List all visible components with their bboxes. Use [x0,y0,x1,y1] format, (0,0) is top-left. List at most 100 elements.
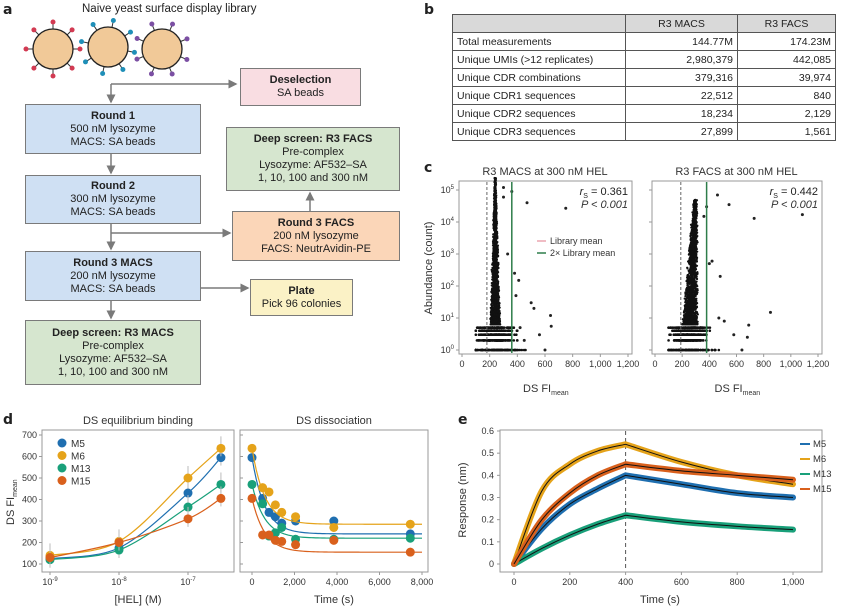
data-point [494,234,497,238]
scatter-points [474,176,568,352]
x-tick-label: 400 [702,359,717,369]
data-point [676,333,679,337]
data-point [490,295,493,298]
data-point [488,348,491,352]
data-point [516,329,519,333]
cell-body [141,28,183,70]
table-row: Unique CDR3 sequences 27,899 1,561 [452,122,836,141]
table-cell: 27,899 [625,122,738,141]
data-point [495,279,498,282]
box-title: Deselection [269,74,332,86]
box-round3-macs: Round 3 MACS 200 nM lysozyme MACS: SA bead… [25,251,201,301]
tick-exp: 4 [451,217,455,223]
label-main: DS FI [715,383,743,395]
data-point [492,292,496,295]
data-point [493,326,496,329]
data-point [702,339,705,342]
data-point [495,233,499,236]
data-point [494,323,497,326]
box-line: 200 nM lysozyme [273,229,359,242]
data-point [674,326,678,329]
displayed-antibody [50,19,56,25]
cell-body [87,26,129,68]
table-header: R3 MACS [625,14,738,33]
data-point [494,196,497,199]
displayed-antibody [184,57,190,63]
sequencing-summary-table: R3 MACS R3 FACS Total measurements 144.77… [452,14,836,141]
data-point [495,313,498,316]
data-point [682,326,686,329]
data-point [486,329,489,333]
data-point [493,186,497,190]
data-point [482,333,485,337]
data-point [681,333,685,337]
box-title: Deep screen: R3 MACS [52,326,174,339]
data-point [502,348,506,352]
data-point [489,329,493,333]
data-point [522,348,526,352]
data-point [699,348,703,352]
data-point [496,249,499,252]
spearman-r: rS = 0.361 [580,186,628,200]
data-point [502,333,505,337]
data-point [514,294,518,298]
box-round1: Round 1 500 nM lysozyme MACS: SA beads [25,104,201,154]
yeast-cell-icon [23,19,83,79]
data-point [672,348,675,352]
data-point [498,329,501,333]
data-point [494,178,497,181]
box-line: 500 nM lysozyme [70,122,156,135]
data-point [483,326,487,329]
tick-exp: 5 [451,185,455,191]
data-point [717,348,721,352]
data-point [494,249,497,252]
data-point [675,339,678,342]
data-point [494,304,497,307]
displayed-antibody [120,67,126,73]
data-point [481,348,485,352]
data-point [494,300,497,304]
data-point [494,210,497,213]
data-point [532,306,536,310]
data-point [476,348,480,352]
tick-base: 10 [441,249,451,259]
data-point [494,212,497,215]
y-tick-label: 103 [441,249,455,259]
data-point [488,326,492,329]
x-tick-label: 600 [729,359,744,369]
data-point [474,333,478,337]
data-point [687,275,690,278]
data-point [491,284,494,287]
data-point [492,223,495,226]
data-point [515,333,518,337]
panel-label-d: d [3,412,14,428]
y-tick-label: 102 [441,281,455,291]
data-point [494,198,497,201]
data-point [513,271,517,275]
data-point [497,323,500,326]
data-point [513,333,516,337]
data-point [703,329,706,333]
x-tick-label: 1,200 [807,359,830,369]
data-point [478,326,481,329]
data-point [479,333,483,337]
tick-exp: 1 [451,313,455,319]
data-point [514,348,517,352]
displayed-antibody [69,65,75,71]
data-point [491,266,494,269]
data-point [478,329,481,333]
displayed-antibody [169,71,175,77]
box-line: 1, 10, 100 and 300 nM [257,172,369,184]
data-point [512,326,516,329]
data-point [529,301,533,305]
data-point [543,348,547,352]
data-point [493,280,496,283]
data-point [500,339,503,342]
data-point [497,326,501,329]
data-point [495,260,498,264]
data-point [685,348,688,352]
panel-label-e: e [458,412,468,428]
displayed-antibody [82,59,88,65]
